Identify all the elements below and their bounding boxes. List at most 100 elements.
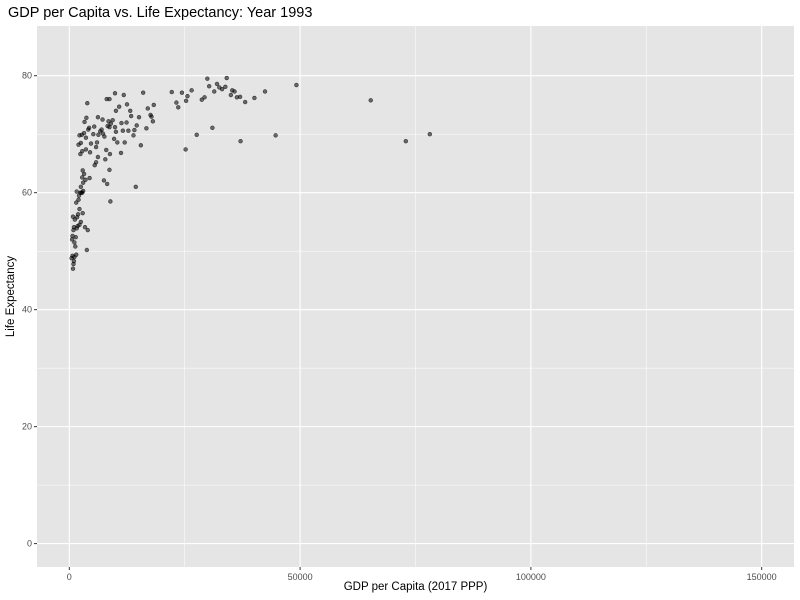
data-point [70, 266, 76, 271]
data-point [144, 126, 149, 131]
data-point [185, 93, 190, 99]
data-point [145, 106, 150, 111]
data-point [80, 180, 86, 185]
data-point [150, 119, 156, 124]
data-point [113, 108, 119, 114]
data-point [87, 150, 93, 155]
data-point [113, 129, 119, 135]
data-point [206, 84, 212, 89]
chart-title: GDP per Capita vs. Life Expectancy: Year… [8, 5, 312, 21]
data-point [73, 244, 78, 249]
data-point [111, 136, 117, 142]
data-point [80, 175, 85, 180]
data-point [183, 98, 189, 104]
data-point [74, 189, 79, 194]
data-point [83, 177, 88, 183]
data-point [140, 90, 146, 95]
data-point [83, 147, 89, 152]
data-point [76, 197, 81, 202]
data-point [82, 224, 88, 230]
data-point [104, 181, 110, 187]
data-point [101, 178, 107, 183]
data-point [107, 151, 113, 157]
data-point [104, 147, 109, 153]
data-point [120, 128, 126, 133]
y-tick-label: 60 [22, 188, 32, 198]
data-point [199, 97, 204, 102]
data-point [128, 113, 134, 119]
data-point [238, 139, 243, 144]
data-point [214, 81, 220, 87]
data-point [228, 92, 234, 98]
data-point [95, 154, 101, 160]
data-point [92, 124, 97, 129]
data-point [202, 95, 207, 100]
data-point [118, 150, 124, 156]
minor-gridlines [37, 26, 794, 567]
data-point [85, 227, 90, 233]
data-point [93, 144, 99, 150]
data-point [232, 89, 237, 94]
data-point [121, 92, 126, 98]
data-point [108, 199, 113, 204]
data-point [119, 120, 124, 126]
data-point [112, 91, 118, 96]
data-point [95, 115, 101, 120]
data-point [194, 132, 199, 137]
data-point [262, 89, 268, 94]
data-point [82, 119, 87, 125]
y-tick-label: 0 [27, 539, 32, 549]
data-point [134, 123, 139, 128]
data-point [74, 200, 79, 205]
data-point [70, 214, 76, 219]
data-point [88, 141, 94, 146]
y-tick-label: 80 [22, 71, 32, 81]
data-point [183, 147, 188, 152]
data-point [273, 133, 278, 138]
data-point [78, 219, 84, 225]
data-point [100, 117, 105, 122]
data-point [84, 247, 90, 253]
data-point [75, 212, 81, 217]
x-tick-label: 0 [67, 572, 72, 582]
data-point [138, 143, 144, 148]
major-gridlines [37, 26, 794, 567]
data-point [80, 148, 85, 154]
data-point [94, 140, 100, 145]
x-tick-label: 50000 [288, 572, 313, 582]
data-point [252, 95, 257, 101]
data-point [151, 102, 156, 108]
data-point [131, 133, 136, 138]
data-point [80, 168, 85, 173]
data-point [124, 102, 130, 107]
data-point [91, 132, 96, 137]
data-point [110, 117, 115, 123]
data-point [169, 89, 174, 95]
data-point [107, 96, 112, 102]
data-point [98, 129, 103, 134]
data-point [223, 84, 228, 90]
data-points [69, 75, 433, 271]
data-point [72, 240, 77, 245]
data-point [176, 105, 181, 110]
data-point [212, 89, 217, 94]
data-point [80, 188, 86, 194]
data-point [81, 130, 87, 136]
x-tick-label: 100000 [516, 572, 546, 582]
data-point [294, 82, 299, 88]
data-point [122, 140, 127, 145]
y-axis: 0 20 40 60 80 [22, 71, 37, 549]
data-point [174, 100, 179, 105]
data-point [427, 132, 433, 137]
data-point [132, 127, 137, 133]
data-point [103, 157, 108, 162]
data-point [219, 86, 225, 92]
data-point [112, 124, 118, 130]
data-point [242, 99, 248, 105]
data-point [74, 252, 79, 257]
data-point [107, 167, 112, 173]
data-point [80, 210, 85, 216]
y-tick-label: 40 [22, 305, 32, 315]
data-point [189, 88, 194, 93]
